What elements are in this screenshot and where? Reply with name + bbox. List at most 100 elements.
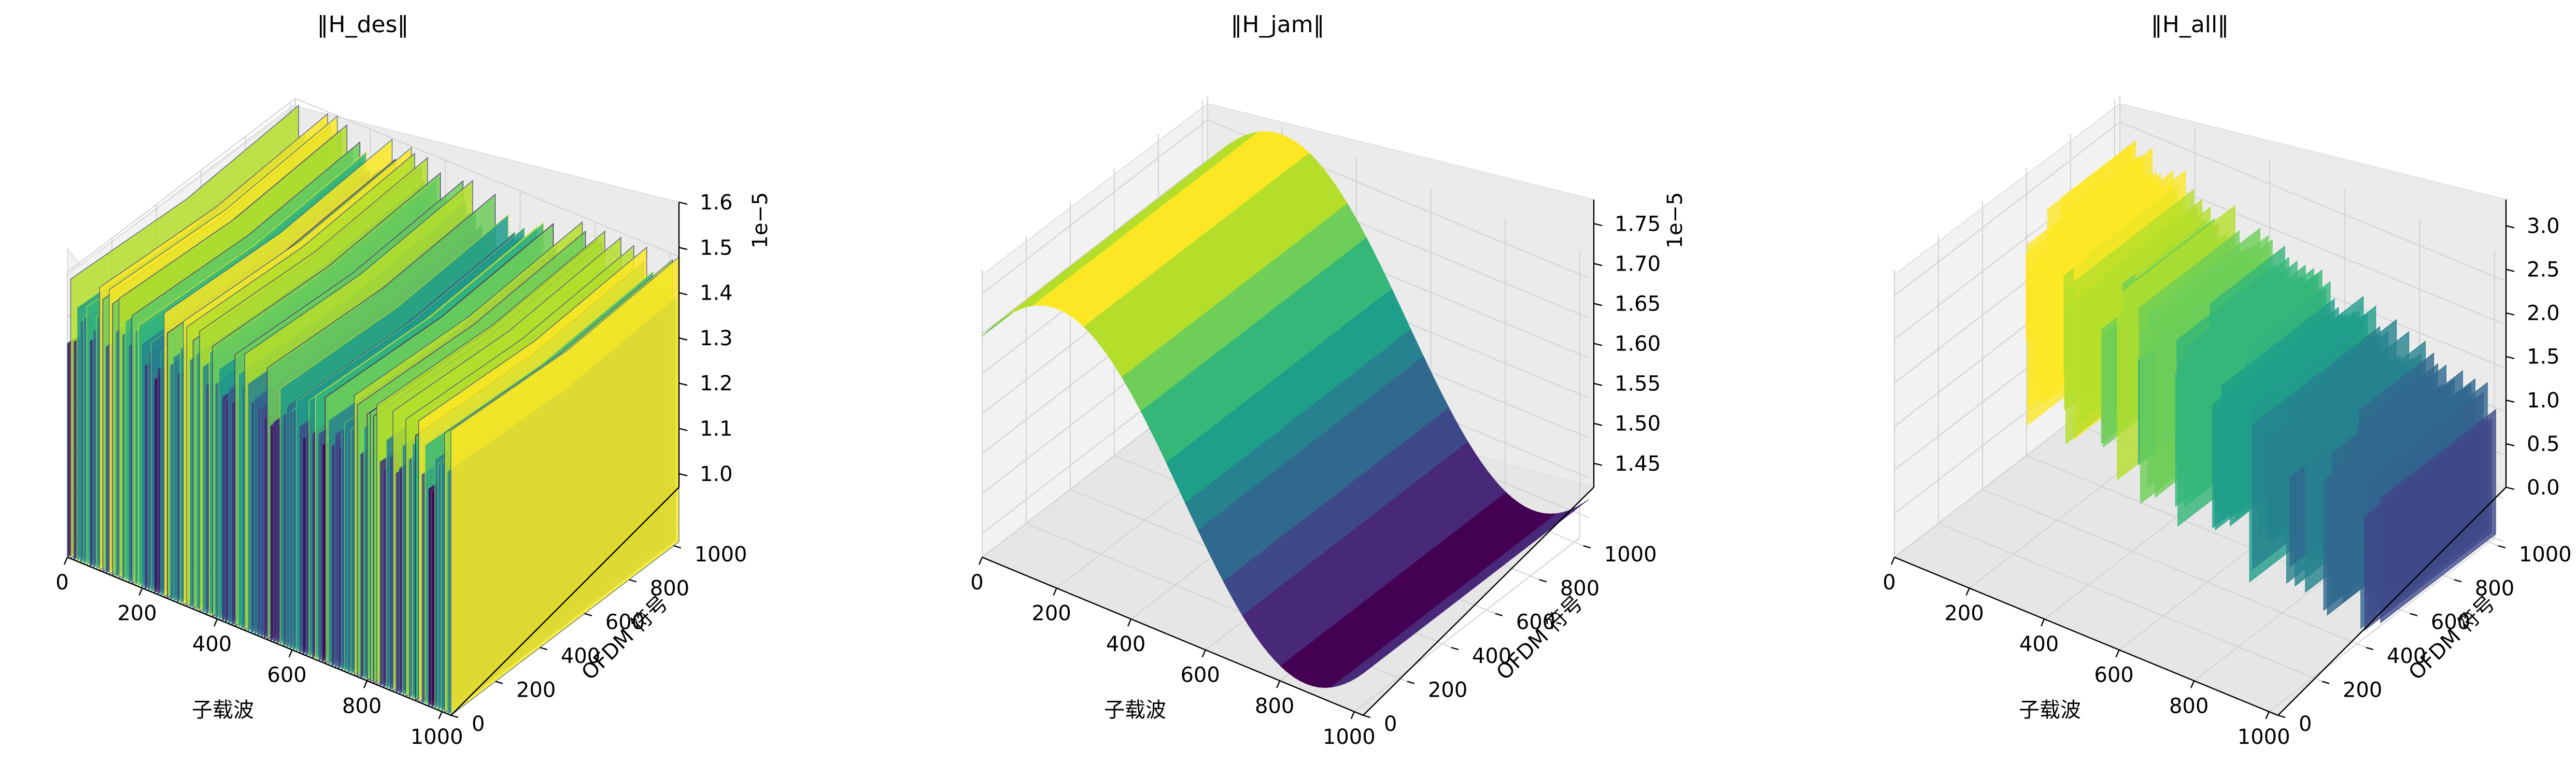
z-tick-mark xyxy=(2506,443,2515,447)
x-tick-mark xyxy=(363,680,368,688)
z-tick-mark xyxy=(2506,225,2515,229)
x-tick-label: 600 xyxy=(2094,664,2133,687)
y-tick-mark xyxy=(2410,613,2418,616)
y-tick-mark xyxy=(1539,579,1547,583)
z-tick-label: 0.5 xyxy=(2527,432,2560,456)
x-tick-mark xyxy=(1965,588,1970,596)
y-tick-mark xyxy=(540,646,548,651)
z-tick-label: 1.5 xyxy=(700,236,733,260)
z-tick-label: 1.6 xyxy=(700,191,733,215)
y-tick-label: 0 xyxy=(2299,712,2312,736)
x-tick-label: 200 xyxy=(117,602,157,626)
y-tick-label: 600 xyxy=(2431,611,2470,634)
y-tick-label: 0 xyxy=(1384,712,1397,736)
z-tick-label: 1.50 xyxy=(1615,412,1661,436)
y-tick-mark xyxy=(2498,545,2506,549)
x-tick-mark xyxy=(1053,588,1057,596)
z-tick-label: 3.0 xyxy=(2527,214,2560,238)
x-tick-label: 600 xyxy=(1180,664,1220,687)
offset-h-des: 1e−5 xyxy=(748,192,772,248)
x-tick-label: 200 xyxy=(1944,602,1984,626)
z-tick-mark xyxy=(678,473,688,476)
z-tick-mark xyxy=(678,201,688,205)
y-tick-label: 800 xyxy=(2475,576,2514,600)
y-tick-mark xyxy=(1363,714,1371,718)
z-tick-mark xyxy=(2506,356,2515,359)
x-tick-mark xyxy=(2190,680,2195,688)
z-tick-label: 1.60 xyxy=(1615,332,1661,356)
z-tick-label: 1.5 xyxy=(2527,345,2560,369)
y-tick-label: 200 xyxy=(2343,679,2382,702)
x-tick-label: 1000 xyxy=(411,725,463,749)
z-tick-label: 2.0 xyxy=(2527,302,2560,326)
z-tick-mark xyxy=(2506,312,2515,316)
y-tick-label: 1000 xyxy=(1604,543,1657,567)
z-tick-mark xyxy=(2506,269,2515,272)
x-tick-mark xyxy=(2265,711,2270,719)
z-tick-label: 1.2 xyxy=(700,372,733,396)
z-tick-label: 1.45 xyxy=(1615,452,1661,476)
surface-patch xyxy=(1356,660,1380,678)
title-h-all: ‖H_all‖ xyxy=(2151,11,2229,38)
y-tick-mark xyxy=(1451,646,1459,651)
subplot-h-all: 02004006008001000020040060080010000.00.5… xyxy=(1883,11,2571,749)
x-tick-mark xyxy=(2115,650,2120,658)
grid-line-z xyxy=(1894,121,2504,297)
z-tick-label: 1.0 xyxy=(2527,389,2560,413)
z-tick-mark xyxy=(678,383,688,386)
y-tick-mark xyxy=(2322,681,2330,684)
x-tick-mark xyxy=(213,618,218,627)
ticks-h-all: 02004006008001000020040060080010000.00.5… xyxy=(1883,214,2571,749)
y-tick-label: 600 xyxy=(1516,611,1555,634)
x-tick-label: 0 xyxy=(55,571,68,595)
z-tick-mark xyxy=(2506,399,2515,403)
x-tick-label: 800 xyxy=(342,694,381,718)
axes-h-all xyxy=(1894,200,2507,716)
z-tick-label: 1.3 xyxy=(700,327,733,350)
z-tick-label: 2.5 xyxy=(2527,258,2560,282)
x-tick-mark xyxy=(2040,618,2045,627)
x-tick-mark xyxy=(1201,650,1206,658)
x-tick-label: 800 xyxy=(2169,694,2209,718)
z-tick-mark xyxy=(678,247,688,250)
x-tick-label: 1000 xyxy=(1323,725,1376,749)
z-tick-label: 1.70 xyxy=(1615,252,1661,276)
title-h-jam: ‖H_jam‖ xyxy=(1230,11,1324,38)
x-tick-label: 400 xyxy=(1106,632,1145,656)
z-tick-mark xyxy=(678,292,688,295)
z-tick-mark xyxy=(1593,343,1603,346)
y-tick-label: 200 xyxy=(1428,679,1467,702)
x-tick-mark xyxy=(138,588,143,596)
y-tick-mark xyxy=(1495,613,1503,616)
grid-line-z xyxy=(982,159,1589,334)
subplot-h-des: 02004006008001000020040060080010001.01.1… xyxy=(55,11,772,749)
ticks-h-jam: 02004006008001000020040060080010001.451.… xyxy=(970,212,1661,749)
y-tick-mark xyxy=(1407,681,1415,684)
x-tick-mark xyxy=(1890,557,1895,565)
surface-strip xyxy=(450,256,680,716)
subplot-h-jam: 02004006008001000020040060080010001.451.… xyxy=(970,11,1687,749)
x-tick-label: 0 xyxy=(1883,571,1895,595)
y-tick-label: 400 xyxy=(1472,644,1511,668)
y-tick-label: 200 xyxy=(516,679,556,702)
ylabel-h-jam: OFDM 符号 xyxy=(1492,591,1588,685)
surface-h-all xyxy=(2026,140,2496,631)
x-tick-label: 1000 xyxy=(2238,725,2290,749)
z-tick-label: 1.75 xyxy=(1615,212,1661,236)
y-tick-mark xyxy=(629,579,637,583)
x-tick-label: 200 xyxy=(1031,602,1071,626)
y-tick-label: 600 xyxy=(605,611,645,634)
x-tick-mark xyxy=(1276,680,1281,688)
z-tick-label: 1.55 xyxy=(1615,372,1661,396)
y-tick-label: 400 xyxy=(561,644,600,668)
z-tick-mark xyxy=(1593,462,1603,466)
offset-h-jam: 1e−5 xyxy=(1663,192,1687,248)
grid-line-z xyxy=(982,119,1589,294)
grid-line-z xyxy=(67,97,680,273)
y-tick-mark xyxy=(2454,579,2462,583)
z-tick-mark xyxy=(678,337,688,341)
xlabel-h-jam: 子载波 xyxy=(1104,698,1166,722)
y-tick-mark xyxy=(495,681,503,684)
z-tick-label: 1.1 xyxy=(700,417,733,441)
